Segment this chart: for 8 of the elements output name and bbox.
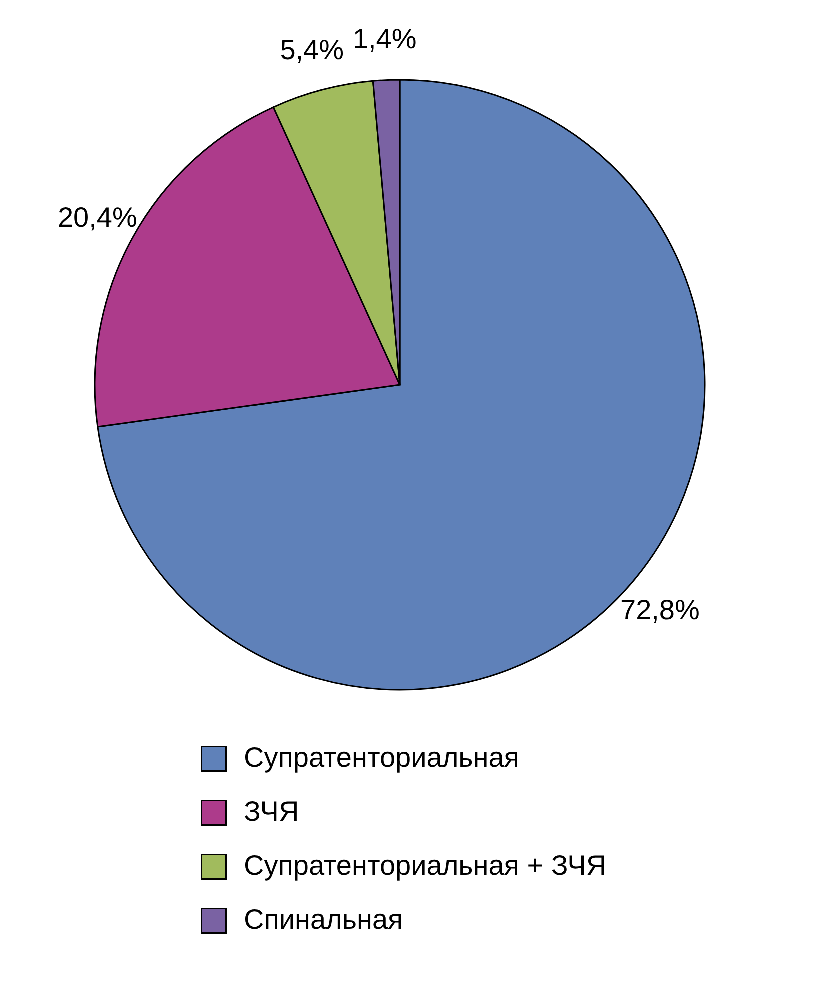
data-label: 20,4% bbox=[58, 202, 138, 233]
legend-label: Супратенториальная bbox=[244, 742, 520, 773]
data-label: 1,4% bbox=[352, 23, 417, 54]
data-label: 5,4% bbox=[280, 34, 344, 66]
legend-label: ЗЧЯ bbox=[244, 796, 300, 827]
legend-label: Спинальная bbox=[244, 904, 404, 935]
data-label: 72,8% bbox=[620, 594, 700, 626]
legend-label: Супратенториальная + ЗЧЯ bbox=[244, 850, 607, 881]
